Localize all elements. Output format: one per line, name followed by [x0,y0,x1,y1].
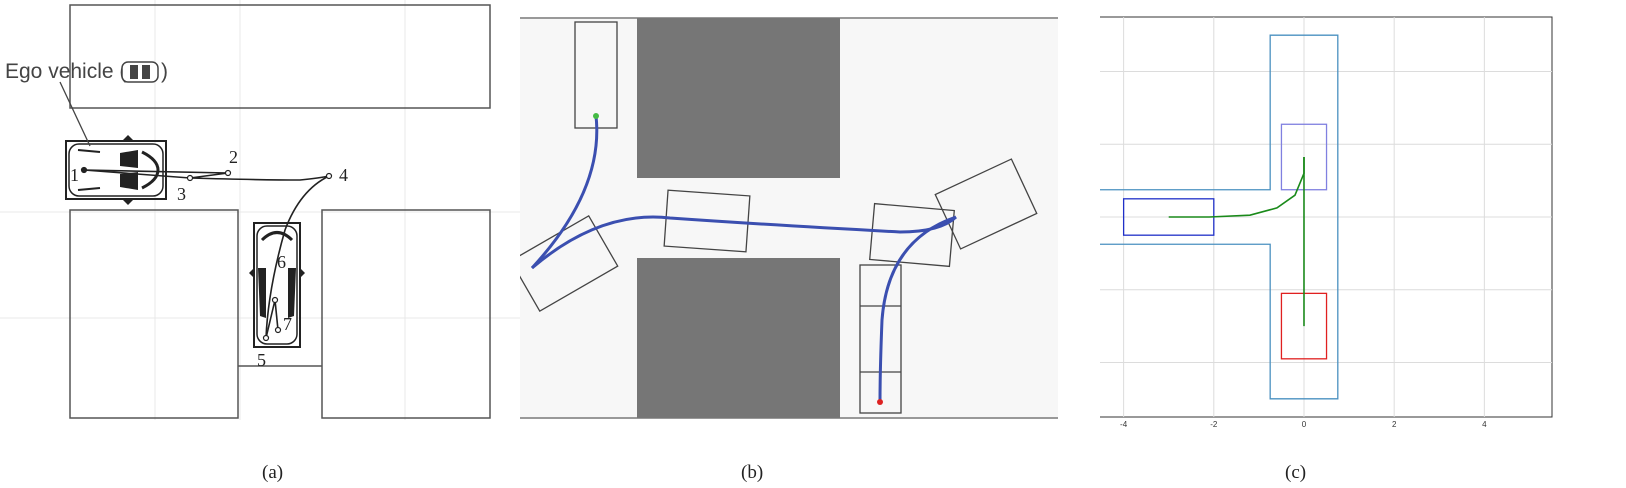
chart-ticks: -4-2024420-2-4 [1120,420,1487,429]
obstacle-bottom [637,258,840,418]
caption-b: (b) [741,462,764,483]
ego-car [65,135,167,205]
waypoint-label-6: 6 [277,252,286,272]
waypoint-markers [80,166,333,342]
waypoint-label-2: 2 [229,147,238,167]
ego-vehicle-label-close: ) [161,60,168,83]
start-point [593,113,599,119]
caption-c: (c) [1285,462,1307,483]
panel-b: (b) [520,0,1080,488]
panel-a-drawing: 1 2 3 4 5 6 7 Ego vehicle ( ) [0,0,520,420]
x-tick-label: 0 [1302,420,1307,429]
x-tick-label: -4 [1120,420,1128,429]
waypoint-label-7: 7 [283,314,292,334]
waypoint-label-4: 4 [339,165,348,185]
ego-vehicle-leader-line [59,81,91,147]
x-tick-label: 2 [1392,420,1397,429]
right-block [321,209,491,419]
waypoint-label-1: 1 [70,165,79,185]
caption-a: (a) [262,462,284,483]
waypoint-label-5: 5 [257,350,266,370]
x-tick-label: 4 [1482,420,1487,429]
ego-vehicle-label: Ego vehicle ( [5,60,126,83]
top-block [69,4,491,109]
panel-b-drawing [520,17,1058,419]
chart-shapes [1100,34,1339,400]
panel-c-chart: -4-2024420-2-4 [1100,16,1553,429]
panel-c: -4-2024420-2-4 (c) [1100,0,1626,488]
panel-a: 1 2 3 4 5 6 7 Ego vehicle ( ) (a) [0,0,520,488]
left-block [69,209,239,419]
ego-vehicle-icon [121,61,159,83]
waypoint-label-3: 3 [177,184,186,204]
obstacle-top [637,18,840,178]
corridor-boundary [1100,34,1339,400]
x-tick-label: -2 [1210,420,1218,429]
panel-b-path [530,115,958,403]
goal-point [877,399,883,405]
